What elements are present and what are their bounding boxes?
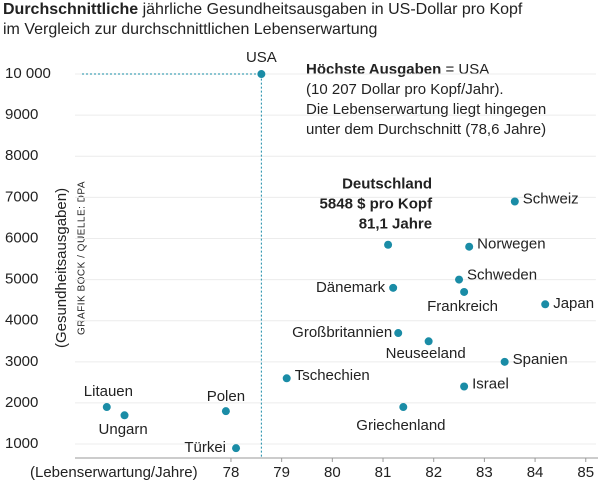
point [221, 407, 230, 416]
y-tick-label: 4000 [5, 312, 38, 329]
point [460, 287, 469, 296]
y-tick-label: 10 000 [5, 65, 51, 82]
usa-annotation: Höchste Ausgaben = USA [306, 61, 489, 78]
x-tick-label: 80 [324, 464, 341, 481]
point-label: Japan [553, 295, 594, 312]
usa-annotation-bold: Höchste Ausgaben [306, 61, 441, 78]
de-annotation: 81,1 Jahre [359, 216, 432, 233]
x-tick-label: 85 [577, 464, 594, 481]
x-tick-label: 84 [527, 464, 544, 481]
usa-annotation-line: unter dem Durchschnitt (78,6 Jahre) [306, 121, 546, 138]
point [120, 411, 129, 420]
point [500, 357, 509, 366]
de-annotation: 5848 $ pro Kopf [320, 196, 434, 213]
y-tick-label: 3000 [5, 353, 38, 370]
x-axis-label: (Lebenserwartung/Jahre) [30, 464, 198, 481]
point-label: Litauen [84, 383, 133, 400]
point [465, 242, 474, 251]
point [282, 374, 291, 383]
title-bold: Durchschnittliche [3, 1, 138, 18]
point-label: Schweiz [523, 190, 579, 207]
x-tick-label: 79 [273, 464, 290, 481]
usa-annotation-line: Die Lebenserwartung liegt hingegen [306, 101, 546, 118]
title: jährliche Gesundheitsausgaben in US-Doll… [142, 1, 523, 18]
usa-annotation-line: (10 207 Dollar pro Kopf/Jahr). [306, 81, 504, 98]
point-label: USA [246, 49, 277, 66]
y-tick-label: 2000 [5, 394, 38, 411]
chart-title: Durchschnittliche jährliche Gesundheitsa… [3, 1, 523, 18]
x-tick-label: 83 [476, 464, 493, 481]
point [541, 300, 550, 309]
point-label: Norwegen [477, 236, 545, 253]
x-tick-label: 82 [425, 464, 442, 481]
y-tick-label: 8000 [5, 147, 38, 164]
subtitle: im Vergleich zur durchschnittlichen Lebe… [3, 21, 377, 38]
point [257, 70, 266, 79]
point [389, 283, 398, 292]
point-label: Frankreich [427, 298, 498, 315]
point [510, 197, 519, 206]
point-label: Spanien [513, 351, 568, 368]
x-tick-label: 81 [375, 464, 392, 481]
y-tick-label: 9000 [5, 106, 38, 123]
point-label: Dänemark [316, 279, 386, 296]
credit: GRAFIK BOCK / QUELLE: DPA [77, 181, 88, 335]
point-label: Tschechien [295, 367, 370, 384]
point-label: Griechenland [356, 417, 445, 434]
point [384, 240, 393, 249]
point-label: Neuseeland [386, 345, 466, 362]
y-tick-label: 5000 [5, 271, 38, 288]
usa-annotation-rest: = USA [445, 61, 489, 78]
point [232, 444, 241, 453]
x-tick-label: 78 [223, 464, 240, 481]
point [460, 382, 469, 391]
point [102, 403, 111, 412]
point [424, 337, 433, 346]
point-label: Deutschland [342, 176, 432, 193]
point-label: Polen [207, 388, 245, 405]
y-axis-label: (Gesundheitsausgaben) [53, 188, 70, 348]
point-label: Großbritannien [292, 324, 392, 341]
point [399, 403, 408, 412]
y-tick-label: 6000 [5, 229, 38, 246]
point-label: Schweden [467, 267, 537, 284]
y-tick-label: 7000 [5, 188, 38, 205]
point [394, 329, 403, 338]
point [455, 275, 464, 284]
point-label: Türkei [184, 439, 226, 456]
y-tick-label: 1000 [5, 435, 38, 452]
point-label: Israel [472, 375, 509, 392]
point-label: Ungarn [99, 421, 148, 438]
